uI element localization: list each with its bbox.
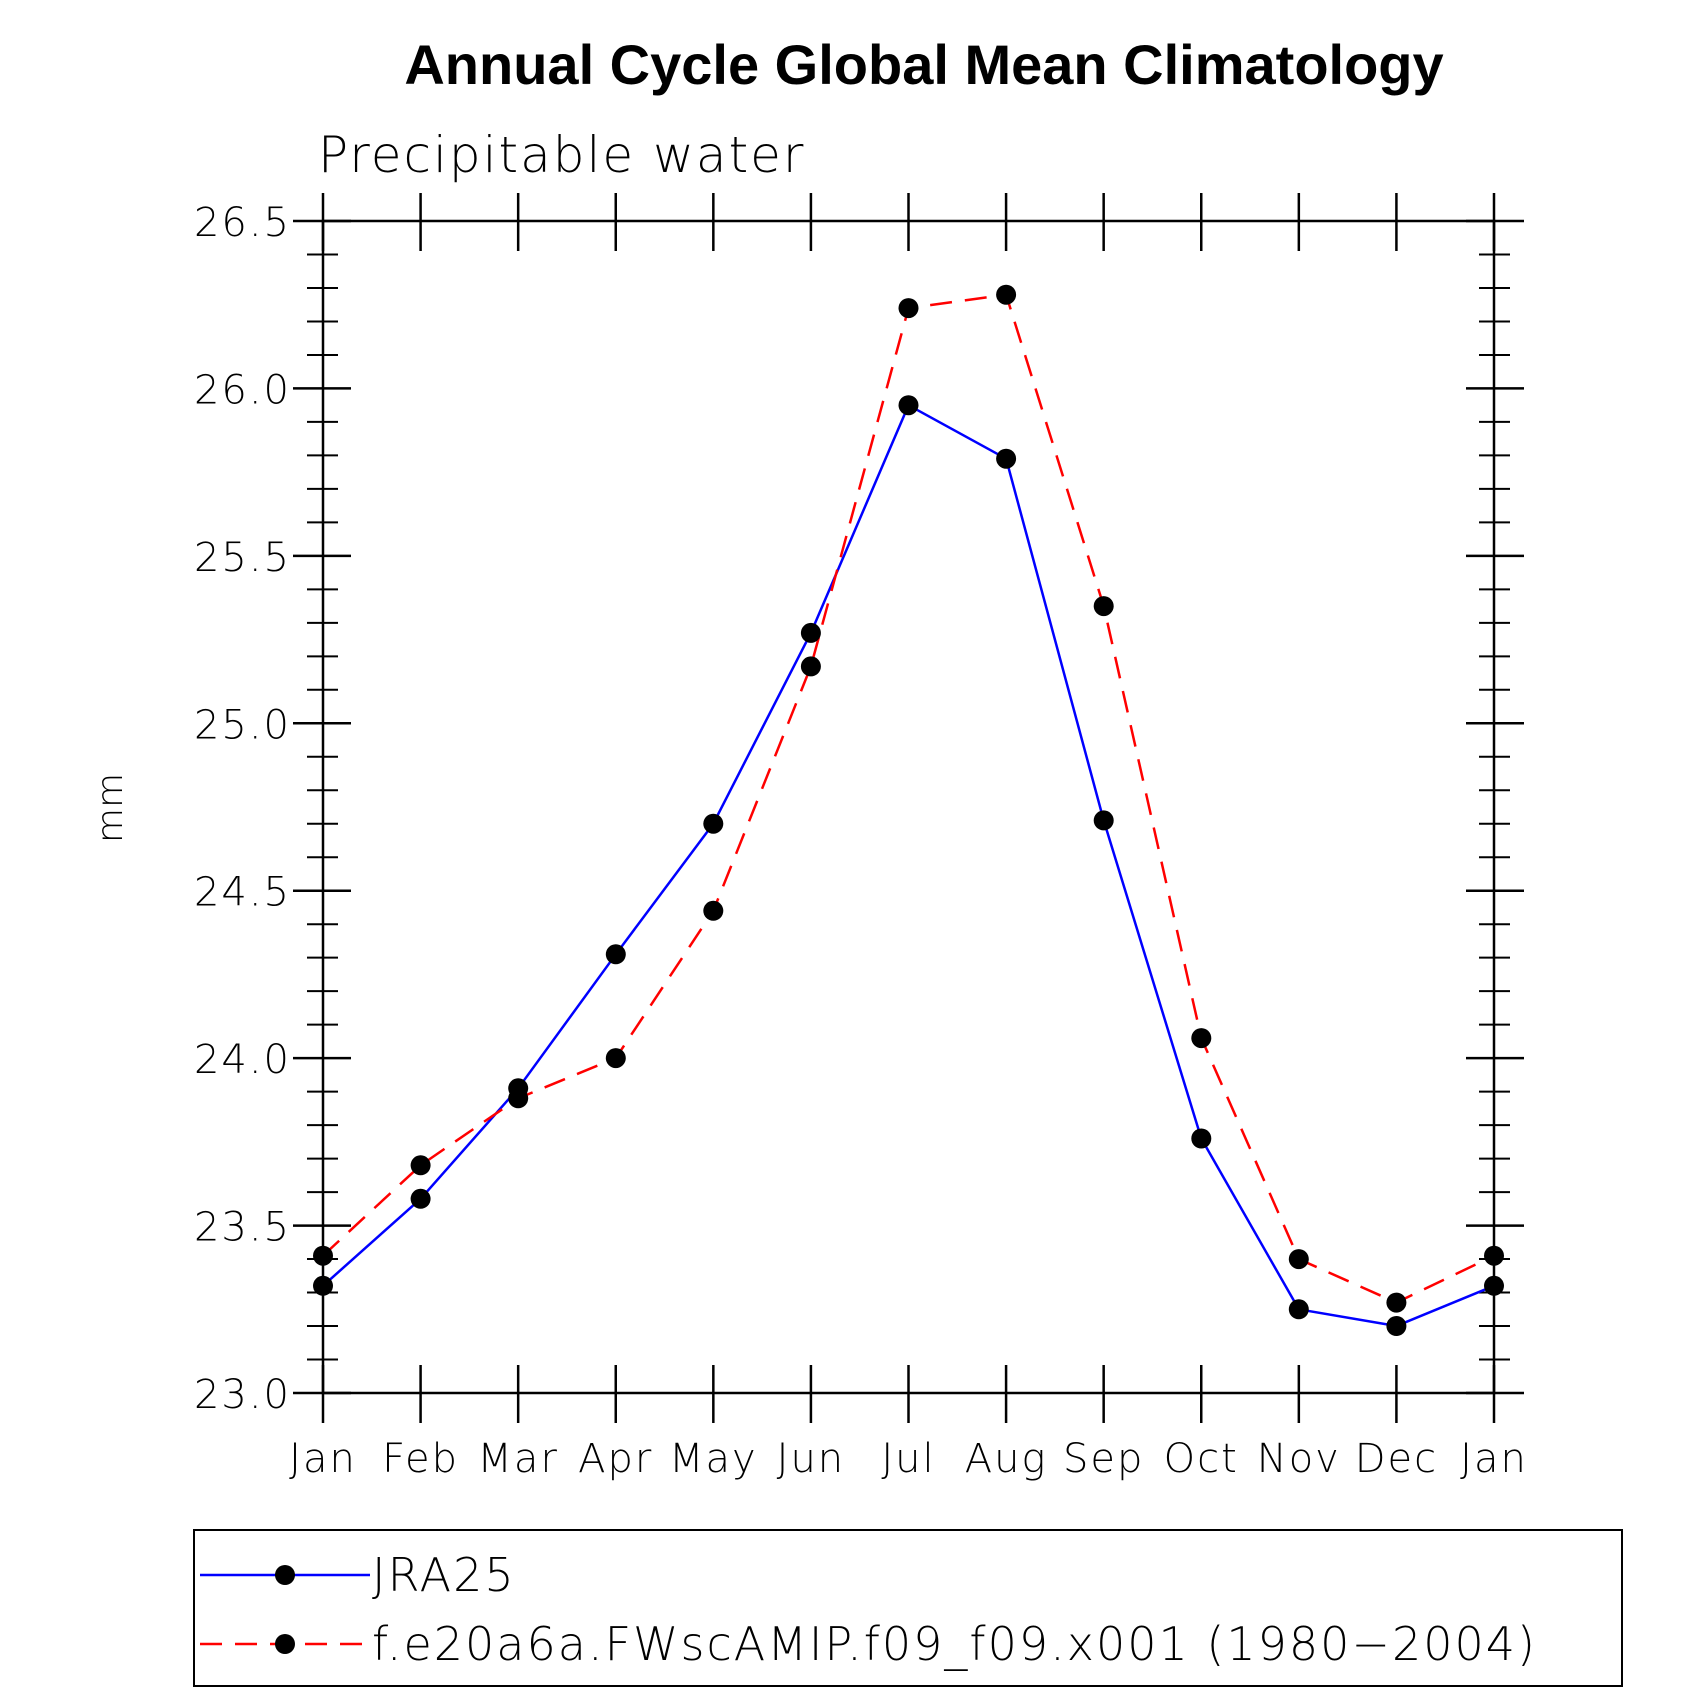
data-point-0 (313, 1275, 333, 1296)
x-tick-label: Mar (477, 1436, 558, 1482)
data-point-0 (410, 1188, 431, 1209)
data-point-0 (996, 448, 1017, 469)
data-point-1 (996, 284, 1017, 305)
legend-marker-model (275, 1634, 295, 1654)
x-tick-label: Sep (1063, 1436, 1144, 1482)
y-tick-label: 26.0 (194, 367, 291, 413)
legend-box (193, 1529, 1623, 1687)
x-tick-label: Dec (1355, 1436, 1438, 1482)
data-point-0 (1386, 1316, 1407, 1336)
y-tick-label: 24.5 (194, 870, 291, 916)
data-point-1 (1484, 1245, 1504, 1266)
data-point-0 (1288, 1299, 1309, 1320)
y-tick-label: 23.0 (194, 1372, 291, 1418)
data-point-1 (1191, 1028, 1212, 1049)
series-line-1 (322, 293, 1495, 1304)
data-point-1 (605, 1048, 626, 1069)
data-point-0 (1191, 1128, 1212, 1149)
x-tick-label: Jan (289, 1436, 357, 1482)
data-point-0 (703, 813, 724, 834)
x-tick-label: Jan (1460, 1436, 1528, 1482)
y-tick-label: 25.0 (194, 702, 291, 748)
data-point-0 (898, 395, 919, 416)
x-tick-label: May (669, 1436, 758, 1482)
x-tick-label: Apr (578, 1436, 653, 1482)
chart-title: Annual Cycle Global Mean Climatology (404, 33, 1443, 96)
data-point-1 (1386, 1292, 1407, 1313)
data-point-1 (800, 656, 821, 677)
series-line-0 (322, 403, 1495, 1328)
x-tick-label: Nov (1257, 1436, 1341, 1482)
legend-marker-jra25 (275, 1565, 295, 1585)
y-axis-label: mm (90, 773, 131, 843)
y-tick-label: 26.5 (194, 200, 291, 246)
x-tick-label: Jul (881, 1436, 935, 1482)
y-tick-label: 23.5 (194, 1205, 291, 1251)
data-point-1 (1288, 1249, 1309, 1270)
x-tick-label: Feb (382, 1436, 459, 1482)
tick-labels: Jan Feb Mar Apr May Jun Jul Aug Sep Oct Nov Dec Jan 2… (194, 200, 1528, 1482)
data-point-0 (1093, 810, 1114, 831)
chart-subtitle: Precipitable water (318, 126, 806, 184)
series-markers (313, 284, 1504, 1336)
data-point-0 (605, 944, 626, 965)
legend: JRA25 f.e20a6a.FWscAMIP.f09_f09.x001 (19… (193, 1529, 1623, 1687)
y-tick-label: 24.0 (194, 1037, 291, 1083)
data-point-1 (1093, 596, 1114, 617)
data-point-0 (1484, 1275, 1504, 1296)
data-point-1 (898, 298, 919, 319)
y-tick-label: 25.5 (194, 535, 291, 581)
data-point-1 (313, 1245, 333, 1266)
x-tick-label: Aug (965, 1436, 1048, 1482)
legend-label-jra25: JRA25 (372, 1548, 516, 1602)
axis-ticks (293, 193, 1524, 1423)
data-point-1 (410, 1155, 431, 1176)
x-tick-label: Oct (1164, 1436, 1239, 1482)
series-lines (322, 293, 1495, 1328)
legend-label-model: f.e20a6a.FWscAMIP.f09_f09.x001 (1980−200… (372, 1617, 1537, 1671)
data-point-1 (508, 1088, 529, 1109)
plot-frame (321, 219, 1496, 1395)
data-point-1 (703, 900, 724, 921)
x-tick-label: Jun (777, 1436, 846, 1482)
data-point-0 (800, 622, 821, 643)
